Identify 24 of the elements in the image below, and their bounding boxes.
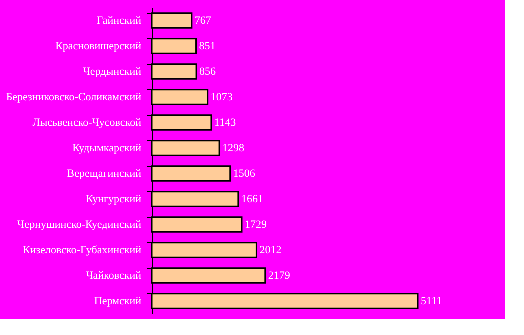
- y-tick-label: Кунгурский: [86, 193, 142, 206]
- y-tick-label: Чердынский: [83, 66, 142, 78]
- y-tick-label: Гайнский: [96, 14, 142, 27]
- data-label: 851: [199, 40, 216, 52]
- data-label: 856: [200, 66, 217, 78]
- y-tick-label: Березниковско-Соликамский: [6, 91, 142, 104]
- y-tick-label: Кудымкарский: [72, 142, 142, 154]
- data-label: 1143: [214, 116, 237, 129]
- y-tick-label: Верещагинский: [67, 168, 142, 180]
- y-tick-label: Чернушинско-Куединский: [18, 218, 142, 231]
- y-tick-label: Лысьвенско-Чусовской: [32, 116, 142, 129]
- y-tick-label: Красновишерский: [56, 40, 142, 52]
- data-label: 767: [194, 14, 212, 27]
- data-label: 2179: [268, 270, 291, 282]
- y-tick-label: Чайковский: [86, 270, 142, 282]
- y-tick-label: Пермский: [94, 295, 142, 308]
- data-label: 1073: [210, 91, 234, 104]
- data-label: 1729: [244, 218, 268, 231]
- data-label: 1661: [241, 193, 264, 206]
- data-label: 1298: [222, 142, 246, 154]
- data-label: 2012: [260, 244, 282, 256]
- data-label: 1506: [233, 168, 256, 180]
- data-label: 5111: [421, 295, 442, 308]
- y-tick-label: Кизеловско-Губахинский: [23, 244, 142, 256]
